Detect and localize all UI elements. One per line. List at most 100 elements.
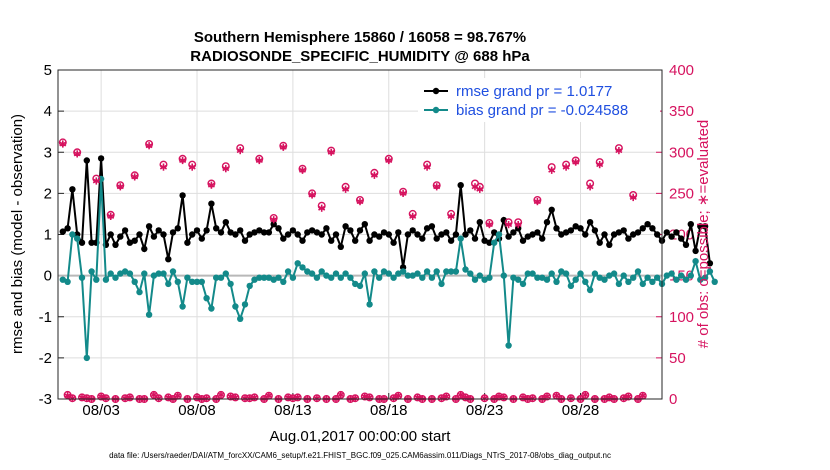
evaluated-obs-point — [270, 216, 278, 224]
evaluated-star-stroke — [217, 392, 225, 398]
rmse-point — [352, 237, 359, 244]
bias-point — [687, 272, 694, 279]
bias-point — [476, 272, 483, 279]
y-tick-label-right: 400 — [669, 62, 694, 79]
x-tick-label: 08/23 — [466, 402, 504, 419]
evaluated-obs-point — [131, 173, 139, 181]
y-tick-label-left: -2 — [39, 350, 52, 367]
bias-point — [562, 270, 570, 277]
evaluated-obs-point — [476, 185, 484, 193]
evaluated-star-stroke — [495, 394, 503, 399]
rmse-point — [112, 241, 119, 248]
evaluated-obs-point — [73, 150, 81, 158]
rmse-point — [193, 227, 201, 234]
bias-point — [222, 270, 229, 277]
bias-point — [169, 268, 177, 275]
rmse-point — [64, 225, 71, 232]
rmse-point — [308, 227, 316, 234]
evaluated-star-stroke — [188, 164, 196, 170]
legend-rmse-label: rmse grand pr = 1.0177 — [456, 83, 612, 100]
rmse-point — [169, 229, 177, 236]
rmse-point — [318, 231, 325, 238]
rmse-point — [433, 235, 440, 242]
rmse-point — [582, 231, 589, 238]
bias-point — [78, 274, 86, 281]
evaluated-star-stroke — [615, 148, 623, 154]
evaluated-star-stroke — [629, 195, 637, 200]
bias-point — [706, 268, 714, 275]
bias-point — [447, 268, 455, 275]
rmse-point — [275, 225, 282, 232]
evaluated-star-stroke — [562, 164, 570, 170]
evaluated-star-stroke — [73, 151, 81, 157]
evaluated-star-stroke — [586, 184, 594, 190]
evaluated-star-stroke — [342, 186, 350, 192]
evaluated-obs-point — [337, 391, 345, 399]
evaluated-obs-point — [145, 142, 153, 150]
bias-point — [102, 276, 110, 283]
evaluated-obs-point — [533, 198, 541, 206]
bias-point — [318, 268, 325, 275]
bias-point — [83, 354, 91, 362]
rmse-point — [486, 239, 493, 246]
rmse-point — [256, 227, 263, 234]
footnote-data-file: data file: /Users/raeder/DAI/ATM_forcXX/… — [109, 451, 611, 460]
y-tick-label-left: -1 — [39, 309, 52, 326]
bias-point — [342, 270, 349, 277]
rmse-point — [213, 225, 220, 232]
evaluated-star-stroke — [159, 164, 167, 170]
rmse-point — [376, 233, 383, 240]
rmse-point — [423, 225, 431, 232]
bias-point — [390, 274, 397, 281]
evaluated-obs-point — [298, 166, 307, 174]
rmse-point — [361, 221, 368, 228]
y-tick-label-right: 50 — [669, 350, 686, 367]
bias-point — [395, 270, 402, 277]
bias-point — [399, 268, 407, 275]
rmse-point — [165, 256, 172, 263]
bias-point — [438, 280, 445, 288]
bias-point — [510, 274, 517, 281]
rmse-point — [232, 231, 239, 238]
y-axis-label-left: rmse and bias (model - observation) — [9, 114, 26, 354]
rmse-point — [304, 229, 311, 236]
rmse-point — [668, 233, 675, 240]
bias-point — [701, 274, 709, 281]
bias-point — [313, 274, 321, 281]
rmse-point — [380, 229, 388, 236]
evaluated-star-stroke — [543, 394, 551, 399]
rmse-point — [299, 237, 306, 244]
bias-point — [294, 260, 301, 267]
rmse-point — [409, 227, 416, 234]
evaluated-star-stroke — [327, 149, 335, 155]
bias-point — [654, 274, 661, 281]
rmse-point — [342, 223, 349, 230]
evaluated-star-stroke — [298, 167, 307, 173]
bias-point — [141, 270, 148, 277]
rmse-point — [701, 223, 709, 230]
rmse-point — [539, 235, 546, 242]
rmse-point — [126, 239, 134, 246]
rmse-point — [438, 231, 445, 238]
evaluated-star-stroke — [399, 190, 407, 196]
plot-frame — [57, 69, 663, 400]
evaluated-obs-point — [548, 166, 556, 174]
legend-bias-label: bias grand pr = -0.024588 — [456, 102, 628, 119]
bias-point — [256, 274, 263, 281]
rmse-point — [654, 231, 661, 238]
bias-point — [332, 270, 340, 277]
rmse-point — [630, 231, 637, 238]
evaluated-star-stroke — [476, 186, 484, 192]
bias-point — [596, 274, 603, 281]
rmse-point — [562, 229, 570, 236]
evaluated-obs-point — [447, 212, 455, 220]
evaluated-obs-point — [188, 163, 196, 171]
rmse-point — [673, 229, 680, 236]
evaluated-star-stroke — [145, 143, 153, 149]
evaluated-obs-point — [639, 392, 647, 400]
bias-point — [366, 301, 373, 308]
rmse-point — [529, 231, 536, 238]
rmse-point — [591, 227, 599, 234]
bias-point — [433, 268, 440, 275]
rmse-point — [649, 225, 656, 232]
